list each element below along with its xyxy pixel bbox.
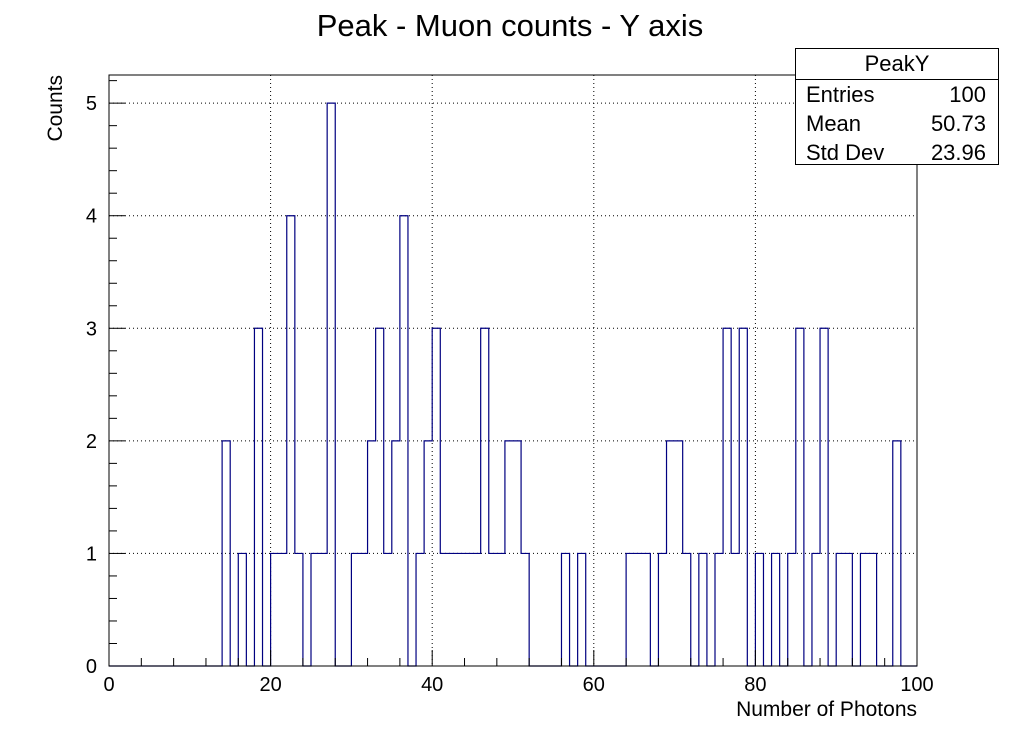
axis-ticks: [108, 80, 918, 667]
histogram-bin: [521, 553, 529, 666]
histogram-bin: [359, 553, 367, 666]
y-tick-label: 2: [86, 431, 97, 453]
histogram-bin: [368, 441, 376, 666]
histogram-bin: [658, 553, 666, 666]
histogram-bin: [465, 553, 473, 666]
histogram-bin: [642, 553, 650, 666]
histogram-bin: [772, 553, 780, 666]
stats-value: 23.96: [930, 140, 986, 165]
stats-value: 100: [949, 82, 986, 107]
histogram-bin: [311, 553, 319, 666]
histogram-bin: [836, 553, 844, 666]
histogram-bin: [473, 553, 481, 666]
x-tick-label: 60: [583, 674, 605, 696]
histogram-bin: [844, 553, 852, 666]
histogram-bin: [287, 216, 295, 666]
x-tick-label: 80: [744, 674, 766, 696]
histogram-bin: [634, 553, 642, 666]
histogram-bin: [513, 441, 521, 666]
histogram-bin: [456, 553, 464, 666]
histogram-bin: [723, 328, 731, 666]
histogram-bin: [440, 553, 448, 666]
y-tick-label: 0: [86, 656, 97, 678]
x-tick-label: 100: [900, 674, 933, 696]
histogram-bin: [279, 553, 287, 666]
histogram-bin: [254, 328, 262, 666]
histogram-bin: [448, 553, 456, 666]
histogram-bin: [222, 441, 230, 666]
histogram-bin: [238, 553, 246, 666]
stats-value: 50.73: [930, 111, 986, 136]
stats-box: PeakY Entries 100 Mean 50.73 Std Dev 23.…: [795, 48, 999, 165]
histogram-bin: [788, 553, 796, 666]
x-axis-label: Number of Photons: [736, 698, 917, 721]
y-tick-label: 5: [86, 93, 97, 115]
x-tick-label: 0: [103, 674, 114, 696]
histogram-bin: [739, 328, 747, 666]
stats-box-title: PeakY: [796, 49, 998, 80]
histogram-bin: [424, 441, 432, 666]
histogram-bin: [392, 441, 400, 666]
y-tick-label: 3: [86, 318, 97, 340]
histogram-bin: [384, 553, 392, 666]
stats-key: Mean: [806, 111, 862, 136]
histogram-bin: [351, 553, 359, 666]
histogram-bin: [860, 553, 868, 666]
histogram-bin: [319, 553, 327, 666]
histogram-bin: [497, 553, 505, 666]
histogram-bin: [578, 553, 586, 666]
histogram-bin: [432, 328, 440, 666]
histogram-bin: [295, 553, 303, 666]
y-axis-label: Counts: [44, 75, 67, 142]
tick-labels: 0 20 40 60 80 100 0 1 2 3 4 5: [86, 93, 934, 696]
histogram-bin: [626, 553, 634, 666]
histogram-bin: [683, 553, 691, 666]
histogram-bin: [561, 553, 569, 666]
histogram-bin: [376, 328, 384, 666]
histogram-bin: [699, 553, 707, 666]
stats-row-entries: Entries 100: [796, 80, 998, 109]
histogram-bin: [755, 553, 763, 666]
plot-frame: [108, 74, 918, 667]
histogram-bin: [489, 553, 497, 666]
histogram-bin: [416, 553, 424, 666]
histogram-bin: [675, 441, 683, 666]
histogram-bin: [796, 328, 804, 666]
histogram-bin: [812, 553, 820, 666]
stats-key: Std Dev: [806, 140, 885, 165]
stats-row-mean: Mean 50.73: [796, 109, 998, 138]
histogram-bars: [109, 102, 917, 667]
histogram-bin: [271, 553, 279, 666]
histogram-bin: [481, 328, 489, 666]
stats-row-stddev: Std Dev 23.96: [796, 138, 998, 167]
stats-key: Entries: [806, 82, 875, 107]
histogram-bin: [327, 103, 335, 666]
histogram-bin: [869, 553, 877, 666]
histogram-bin: [400, 216, 408, 666]
x-tick-label: 20: [259, 674, 281, 696]
y-tick-label: 4: [86, 206, 97, 228]
y-tick-label: 1: [86, 543, 97, 565]
histogram-bin: [505, 441, 513, 666]
histogram-bin: [731, 553, 739, 666]
histogram-bin: [820, 328, 828, 666]
histogram-bin: [667, 441, 675, 666]
histogram-bin: [893, 441, 901, 666]
chart-title: Peak - Muon counts - Y axis: [316, 8, 704, 43]
histogram-bin: [715, 553, 723, 666]
x-tick-label: 40: [421, 674, 443, 696]
